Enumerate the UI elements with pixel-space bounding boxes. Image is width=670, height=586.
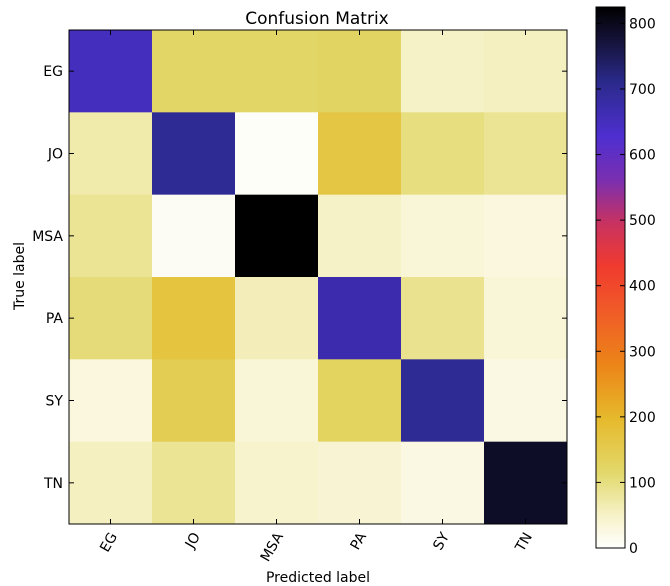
heatmap-cell-PA-SY [401,277,485,360]
heatmap-cell-EG-SY [401,30,485,113]
y-tick-label: MSA [32,229,63,245]
y-tick-label: EG [43,64,63,80]
colorbar-tick-label: 300 [629,344,656,360]
heatmap-cell-SY-JO [152,359,236,443]
x-tick-label: MSA [258,530,287,565]
heatmap-cell-SY-SY [401,359,485,443]
heatmap-cell-SY-EG [69,359,153,443]
x-tick-label: EG [97,530,121,555]
y-axis-label: True label [12,242,28,311]
heatmap-cell-JO-PA [318,112,402,196]
heatmap-cell-JO-JO [152,112,236,196]
heatmap-cell-TN-TN [484,441,568,525]
heatmap-cell-MSA-EG [69,194,153,278]
heatmap-cell-PA-MSA [235,277,319,360]
heatmap-cell-MSA-TN [484,194,568,278]
colorbar-tick-label: 0 [629,541,638,557]
heatmap-cell-SY-PA [318,359,402,443]
x-tick-label: PA [348,530,371,553]
colorbar-tick-label: 700 [629,82,656,98]
heatmap-cell-PA-JO [152,277,236,360]
heatmap-cell-TN-PA [318,441,402,525]
y-tick-label: TN [43,476,63,492]
heatmap-cell-JO-SY [401,112,485,196]
y-tick-label: JO [47,147,63,163]
x-tick-label: SY [430,530,453,553]
colorbar-tick-label: 500 [629,213,656,229]
chart-title: Confusion Matrix [245,9,389,29]
y-tick-label: SY [46,394,64,410]
heatmap-cell-EG-PA [318,30,402,113]
x-tick-label: JO [182,530,204,552]
heatmap-cell-EG-JO [152,30,236,113]
colorbar-tick-label: 800 [629,16,656,32]
colorbar-tick-label: 100 [629,475,656,491]
heatmap-cell-TN-EG [69,441,153,525]
heatmap-cell-MSA-SY [401,194,485,278]
plot-frame [68,29,568,525]
heatmap-cell-TN-SY [401,441,485,525]
heatmap-cell-PA-TN [484,277,568,360]
heatmap-cell-MSA-MSA [235,194,319,278]
heatmap-cell-JO-EG [69,112,153,196]
heatmap-cell-TN-JO [152,441,236,525]
x-tick-label: TN [512,530,536,555]
heatmap-cell-EG-EG [69,30,153,113]
heatmap-cell-EG-MSA [235,30,319,113]
x-axis-label: Predicted label [266,570,370,586]
heatmap-cell-JO-MSA [235,112,319,196]
heatmap-cell-MSA-PA [318,194,402,278]
heatmap-cell-PA-PA [318,277,402,360]
colorbar-tick-label: 600 [629,148,656,164]
colorbar-tick-label: 200 [629,410,656,426]
colorbar-tick-label: 400 [629,279,656,295]
colorbar-ticks: 0 100 200 300 400 500 600 700 800 [596,16,656,557]
heatmap-cell-TN-MSA [235,441,319,525]
colorbar [595,6,626,549]
heatmap-cell-PA-EG [69,277,153,360]
heatmap-cells [69,30,568,525]
heatmap-cell-JO-TN [484,112,568,196]
heatmap-cell-EG-TN [484,30,568,113]
heatmap-cell-SY-TN [484,359,568,443]
heatmap-cell-MSA-JO [152,194,236,278]
heatmap-cell-SY-MSA [235,359,319,443]
y-tick-label: PA [46,311,64,327]
